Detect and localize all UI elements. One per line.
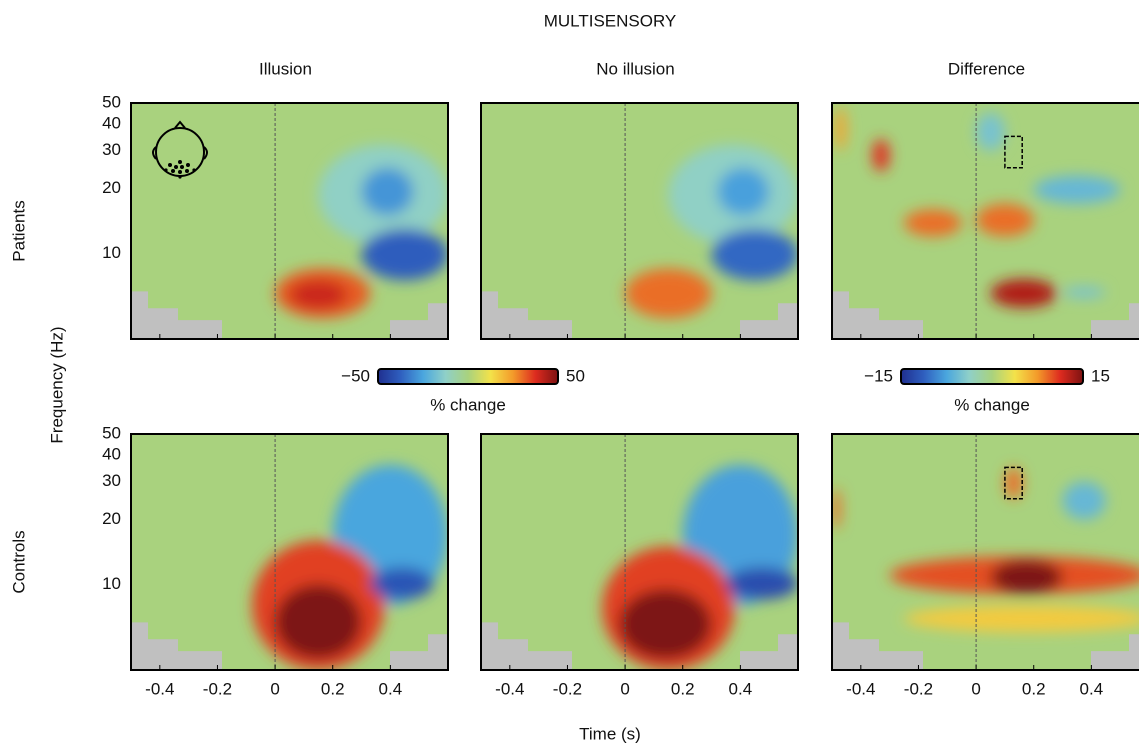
heatmap-blob [976,203,1034,237]
heatmap-blob [711,228,798,281]
heatmap-blob [275,584,362,659]
x-tick-label: 0.2 [1022,679,1046,698]
row-label: Controls [9,530,28,593]
column-title: Illusion [259,59,312,78]
x-tick-label: -0.2 [553,679,582,698]
mask-region [1091,303,1139,339]
heatmap-blob [834,106,847,151]
figure-title: MULTISENSORY [544,11,677,30]
head-icon [152,120,208,179]
panels: Illusion No illusion Difference Patients 10 2… [9,59,1139,698]
panel-frame [130,433,449,671]
y-tick-label: 30 [102,471,121,490]
mask-region [481,622,572,670]
x-tick-label: -0.2 [904,679,933,698]
heatmap-blob [717,167,770,216]
x-tick-label: 0 [270,679,279,698]
heatmap-blob [619,589,712,659]
column-title: No illusion [596,59,674,78]
heatmap-blob [370,567,434,600]
panel-frame [480,433,799,671]
x-tick-label: 0.2 [321,679,345,698]
heatmap-panel [481,103,798,339]
mask-region [740,303,798,339]
colorbar-tick-label: 15 [1091,366,1110,385]
x-tick-label: 0.4 [1080,679,1104,698]
heatmap-blob [361,167,414,216]
y-tick-label: 10 [102,574,121,593]
x-tick-label: -0.4 [145,679,174,698]
roi-box [1004,135,1023,169]
heatmap-blobs [602,464,798,670]
x-tick-label: -0.4 [495,679,524,698]
mask-region [832,291,923,339]
heatmap-blobs [625,144,798,319]
y-tick-label: 10 [102,243,121,262]
heatmap-blob [872,139,890,172]
panel-frame [831,433,1139,671]
heatmap-blob [832,488,841,530]
x-axis-label: Time (s) [579,724,641,743]
row-label: Patients [9,200,28,261]
heatmap-blobs [252,464,448,670]
heatmap-blob [289,280,348,310]
x-tick-label: -0.4 [846,679,875,698]
mask-region [390,303,448,339]
x-tick-label: 0.4 [729,679,753,698]
mask-region [832,622,923,670]
heatmap-blob [976,112,1005,151]
panel-frame [480,102,799,340]
y-tick-label: 40 [102,444,121,463]
panel-frame [130,102,449,340]
heatmap-blob [1062,481,1106,520]
heatmap-blob [904,605,1139,633]
panel-frame [831,102,1139,340]
y-tick-label: 30 [102,140,121,159]
x-tick-label: 0 [620,679,629,698]
heatmap-blobs [275,144,448,319]
heatmap-panel [832,103,1139,339]
colorbar-tick-label: 50 [566,366,585,385]
heatmap-blob [990,559,1063,595]
y-tick-label: 40 [102,113,121,132]
mask-region [131,622,222,670]
colorbar [377,368,559,385]
heatmap-blob [1062,286,1106,299]
heatmap-blob [904,209,962,237]
colorbar-label: % change [954,395,1030,414]
y-tick-label: 20 [102,178,121,197]
heatmap-blobs [832,467,1139,633]
x-tick-label: 0 [971,679,980,698]
y-tick-label: 20 [102,509,121,528]
x-tick-label: 0.4 [379,679,403,698]
x-tick-label: -0.2 [203,679,232,698]
mask-region [390,634,448,670]
colorbar-label: % change [430,395,506,414]
heatmap-blob [1004,467,1023,499]
y-axis-label: Frequency (Hz) [47,326,66,443]
column-title: Difference [948,59,1025,78]
y-tick-label: 50 [102,423,121,442]
heatmap-blob [1033,175,1121,204]
heatmap-blob [725,567,798,600]
roi-box [1004,466,1023,500]
x-tick-label: 0.2 [671,679,695,698]
colorbar [900,368,1084,385]
heatmap-panel [131,434,448,670]
heatmap-blob [990,279,1057,308]
heatmap-blobs [834,106,1121,308]
heatmap-blob [361,228,448,281]
heatmap-background [832,434,1139,670]
mask-region [1091,634,1139,670]
heatmap-panel [832,434,1139,670]
heatmap-panel [481,434,798,670]
heatmap-blob [625,268,712,319]
mask-region [740,634,798,670]
mask-region [481,291,572,339]
colorbar-tick-label: −15 [864,366,893,385]
y-tick-label: 50 [102,92,121,111]
colorbar-tick-label: −50 [341,366,370,385]
mask-region [131,291,222,339]
